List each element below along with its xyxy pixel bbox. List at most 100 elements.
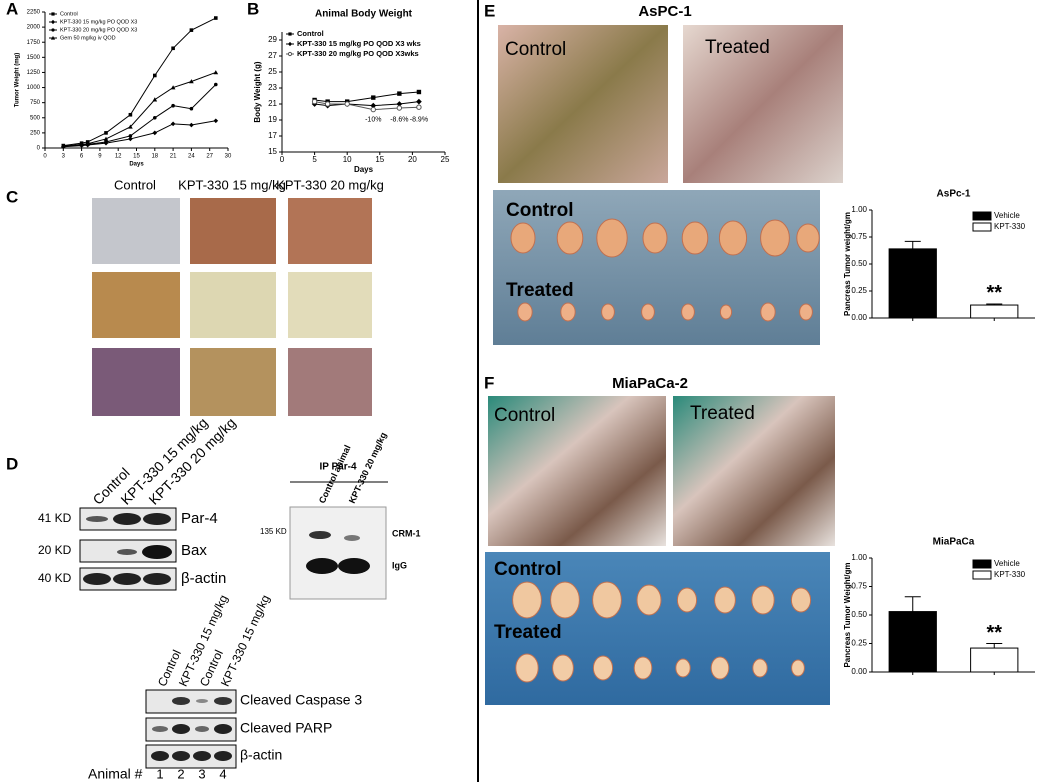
y-tick-label: 250 (30, 130, 41, 136)
legend-label: KPT-330 (994, 222, 1026, 231)
marker (397, 91, 402, 96)
x-tick-label: 30 (225, 154, 232, 160)
bar (888, 248, 937, 319)
x-tick-label: 27 (206, 154, 213, 160)
marker (324, 101, 331, 107)
band (86, 516, 108, 522)
y-tick-label: 0.50 (851, 259, 867, 268)
y-tick-label: 1000 (27, 85, 41, 91)
animal-number: 2 (177, 766, 184, 781)
column-label: Control (114, 177, 156, 192)
tumor (517, 302, 533, 322)
marker (214, 16, 218, 20)
animal-number: 1 (156, 766, 163, 781)
marker (51, 28, 55, 32)
band (306, 558, 338, 574)
tumor (596, 218, 628, 258)
protein-label: Cleaved PARP (240, 720, 332, 736)
marker (416, 104, 422, 110)
panel-title: AsPC-1 (638, 3, 691, 20)
band (214, 724, 232, 734)
y-tick-label: 0.75 (851, 232, 867, 241)
mw-label: 41 KD (38, 511, 72, 525)
legend-label: Vehicle (994, 211, 1020, 220)
band (113, 573, 141, 585)
tumor (752, 658, 768, 678)
marker (189, 79, 194, 84)
tumor (718, 220, 748, 256)
marker (50, 35, 56, 40)
annotation: -10% (365, 116, 381, 123)
marker (128, 112, 133, 117)
marker (287, 51, 293, 57)
error-bar (904, 596, 921, 612)
y-tick-label: 1750 (27, 40, 41, 46)
legend-label: KPT-330 (994, 570, 1026, 579)
x-tick-label: 18 (151, 154, 158, 160)
photo-label: Control (494, 405, 555, 426)
band (196, 699, 208, 703)
histology-images (92, 198, 372, 416)
legend-swatch (972, 222, 992, 232)
tumor (790, 587, 812, 613)
chart-title: Animal Body Weight (315, 9, 413, 20)
annotation: ** (986, 622, 1002, 644)
histology-image (288, 272, 372, 338)
marker (170, 121, 176, 127)
marker (344, 101, 350, 107)
x-tick-label: 20 (408, 155, 417, 164)
legend-label: Gem 50 mg/kg iv QOD (60, 35, 116, 41)
marker (60, 143, 66, 148)
annotation: -8.6% (390, 116, 408, 123)
y-tick-label: 27 (268, 51, 277, 60)
tumor (760, 219, 790, 257)
marker (153, 115, 157, 120)
legend-swatch (972, 559, 992, 569)
tumor (560, 302, 576, 322)
y-axis-label: Body Weight (g) (253, 61, 262, 123)
histology-image (190, 348, 276, 416)
photo-label: Control (505, 39, 566, 60)
band (113, 513, 141, 525)
tumor (636, 584, 662, 616)
tumor (675, 658, 691, 678)
marker (416, 98, 422, 105)
marker (104, 140, 108, 144)
y-tick-label: 0 (37, 146, 41, 152)
tumor (719, 304, 733, 320)
marker (51, 12, 55, 16)
marker (370, 106, 376, 113)
chart-title: MiaPaCa (933, 537, 975, 548)
tumor (791, 659, 805, 677)
x-tick-label: 21 (170, 154, 177, 160)
marker (128, 134, 133, 138)
mw-label: 135 KD (260, 527, 287, 536)
photo-label: Treated (506, 280, 574, 301)
photo (485, 552, 830, 705)
marker (85, 141, 91, 146)
tumor (710, 656, 730, 680)
marker (371, 95, 376, 100)
marker (128, 124, 133, 129)
protein-label: Par-4 (181, 510, 218, 527)
mw-label: 40 KD (38, 571, 72, 585)
band (117, 549, 137, 555)
y-tick-label: 0.25 (851, 286, 867, 295)
ip-title: IP Par-4 (319, 462, 356, 473)
legend-label: KPT-330 15 mg/kg PO QOD X3 (60, 19, 137, 25)
marker (189, 106, 194, 111)
y-tick-label: 1.00 (851, 205, 867, 214)
x-tick-label: 25 (441, 155, 450, 164)
marker (189, 122, 194, 128)
histology-image (92, 272, 180, 338)
marker (370, 102, 377, 109)
photo (488, 396, 666, 546)
y-tick-label: 0.50 (851, 610, 867, 619)
band (172, 751, 190, 761)
tumor (510, 222, 536, 254)
legend-label: Control (297, 29, 324, 38)
tumor (552, 654, 574, 682)
tumor (799, 303, 813, 321)
band (143, 513, 171, 525)
